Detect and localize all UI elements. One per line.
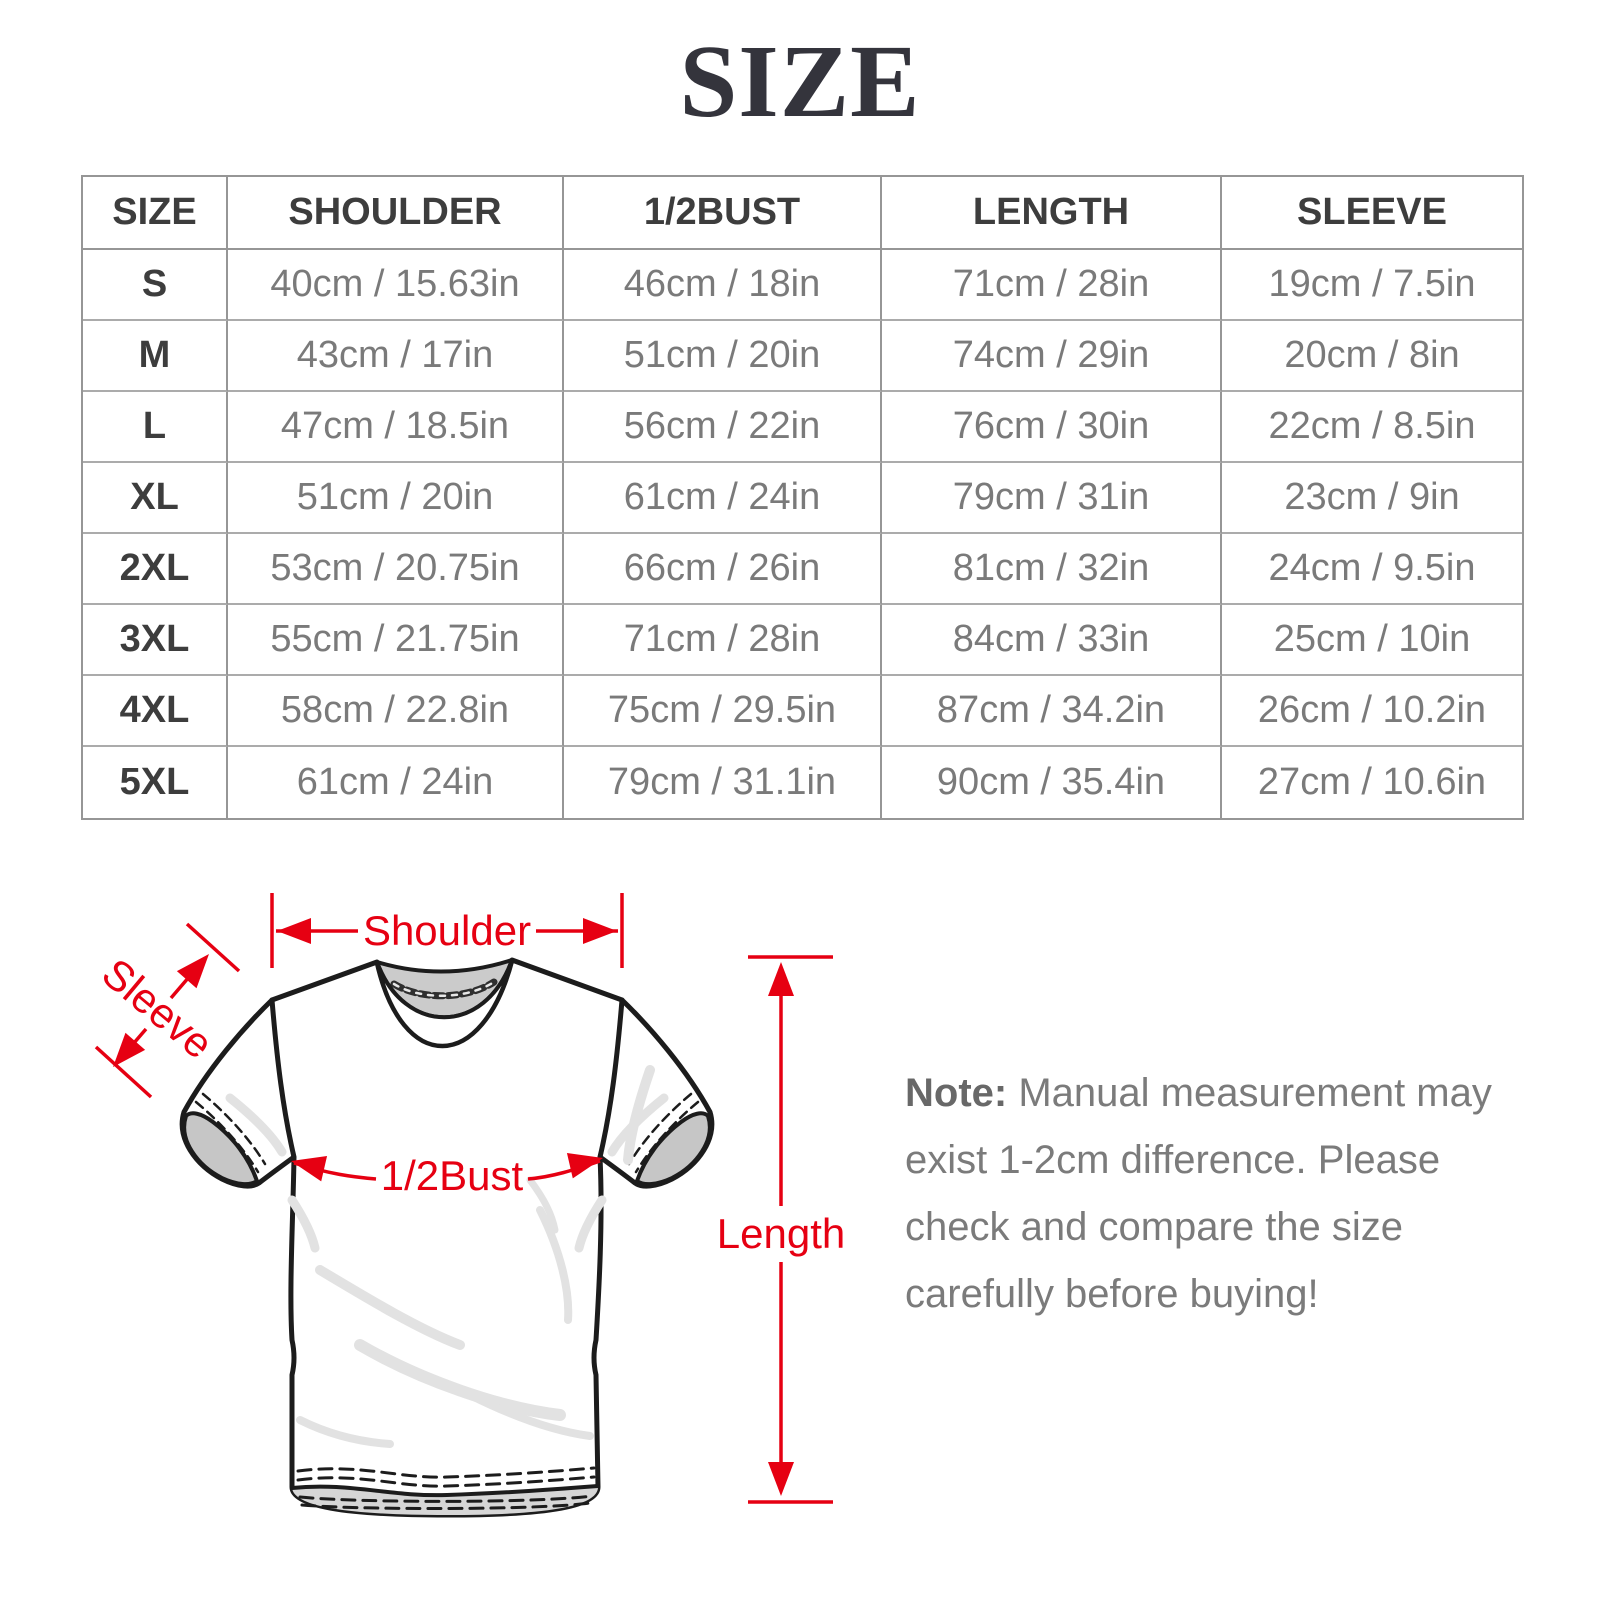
measurement-cell: 61cm / 24in bbox=[564, 463, 882, 534]
measurement-cell: 22cm / 8.5in bbox=[1222, 392, 1522, 463]
column-header-shoulder: SHOULDER bbox=[228, 177, 564, 250]
column-header-halfbust: 1/2BUST bbox=[564, 177, 882, 250]
note-line-2: exist 1-2cm difference. Please bbox=[905, 1138, 1441, 1182]
measurement-cell: 71cm / 28in bbox=[882, 250, 1222, 321]
measurement-cell: 56cm / 22in bbox=[564, 392, 882, 463]
halfbust-measure-arrow bbox=[291, 1152, 603, 1182]
size-cell: 2XL bbox=[83, 534, 228, 605]
measurement-cell: 26cm / 10.2in bbox=[1222, 676, 1522, 747]
measurement-cell: 79cm / 31.1in bbox=[564, 747, 882, 818]
size-cell: S bbox=[83, 250, 228, 321]
size-cell: M bbox=[83, 321, 228, 392]
length-label: Length bbox=[717, 1210, 845, 1257]
measurement-cell: 19cm / 7.5in bbox=[1222, 250, 1522, 321]
shoulder-measure-arrow bbox=[270, 893, 624, 968]
measurement-cell: 90cm / 35.4in bbox=[882, 747, 1222, 818]
tshirt-measurement-diagram: Shoulder Sleeve 1/2Bust Length bbox=[93, 893, 845, 1518]
column-header-sleeve: SLEEVE bbox=[1222, 177, 1522, 250]
halfbust-label: 1/2Bust bbox=[381, 1152, 524, 1199]
sleeve-measure-arrow bbox=[94, 922, 241, 1099]
hem-stitching bbox=[296, 1466, 596, 1511]
measurement-cell: 58cm / 22.8in bbox=[228, 676, 564, 747]
note-line-1: Note: Manual measurement may bbox=[905, 1071, 1492, 1115]
measurement-cell: 51cm / 20in bbox=[228, 463, 564, 534]
measurement-annotations bbox=[94, 893, 833, 1504]
size-cell: 4XL bbox=[83, 676, 228, 747]
note-line-3: check and compare the size bbox=[905, 1205, 1404, 1249]
measurement-cell: 46cm / 18in bbox=[564, 250, 882, 321]
measurement-cell: 53cm / 20.75in bbox=[228, 534, 564, 605]
fabric-wrinkles bbox=[225, 1065, 669, 1448]
column-header-length: LENGTH bbox=[882, 177, 1222, 250]
note-line-4: carefully before buying! bbox=[905, 1272, 1319, 1316]
measurement-cell: 75cm / 29.5in bbox=[564, 676, 882, 747]
size-table: SIZE SHOULDER 1/2BUST LENGTH SLEEVE S 40c… bbox=[81, 175, 1524, 820]
tshirt-left-cuff-opening bbox=[182, 1111, 259, 1187]
measurement-cell: 74cm / 29in bbox=[882, 321, 1222, 392]
measurement-cell: 81cm / 32in bbox=[882, 534, 1222, 605]
measurement-cell: 76cm / 30in bbox=[882, 392, 1222, 463]
collar-rib-band bbox=[375, 958, 514, 1048]
measurement-cell: 43cm / 17in bbox=[228, 321, 564, 392]
measurement-cell: 40cm / 15.63in bbox=[228, 250, 564, 321]
measurement-cell: 24cm / 9.5in bbox=[1222, 534, 1522, 605]
measurement-cell: 25cm / 10in bbox=[1222, 605, 1522, 676]
page-title: SIZE bbox=[679, 24, 921, 139]
measurement-cell: 87cm / 34.2in bbox=[882, 676, 1222, 747]
measurement-cell: 71cm / 28in bbox=[564, 605, 882, 676]
size-cell: L bbox=[83, 392, 228, 463]
cuff-stitching bbox=[194, 1092, 700, 1174]
measurement-note: Note: Manual measurement may exist 1-2cm… bbox=[905, 1060, 1553, 1328]
measurement-cell: 84cm / 33in bbox=[882, 605, 1222, 676]
measurement-cell: 47cm / 18.5in bbox=[228, 392, 564, 463]
column-header-size: SIZE bbox=[83, 177, 228, 250]
measurement-cell: 55cm / 21.75in bbox=[228, 605, 564, 676]
shoulder-label: Shoulder bbox=[363, 907, 531, 954]
tshirt-illustration bbox=[179, 957, 715, 1518]
measurement-cell: 27cm / 10.6in bbox=[1257, 761, 1487, 803]
note-prefix: Note: bbox=[905, 1071, 1008, 1115]
hem-fold-line bbox=[290, 1484, 600, 1498]
measurement-cell: 79cm / 31in bbox=[882, 463, 1222, 534]
size-cell: 5XL bbox=[83, 747, 228, 818]
measurement-cell: 23cm / 9in bbox=[1222, 463, 1522, 534]
measurement-cell: 51cm / 20in bbox=[564, 321, 882, 392]
length-measure-arrow bbox=[748, 955, 833, 1504]
size-cell: XL bbox=[83, 463, 228, 534]
measurement-cell: 20cm / 8in bbox=[1222, 321, 1522, 392]
measurement-cell: 61cm / 24in bbox=[228, 747, 564, 818]
measurement-cell: 66cm / 26in bbox=[564, 534, 882, 605]
size-cell: 3XL bbox=[83, 605, 228, 676]
tshirt-right-cuff-opening bbox=[635, 1111, 712, 1187]
collar-stitch-highlight bbox=[392, 980, 496, 997]
